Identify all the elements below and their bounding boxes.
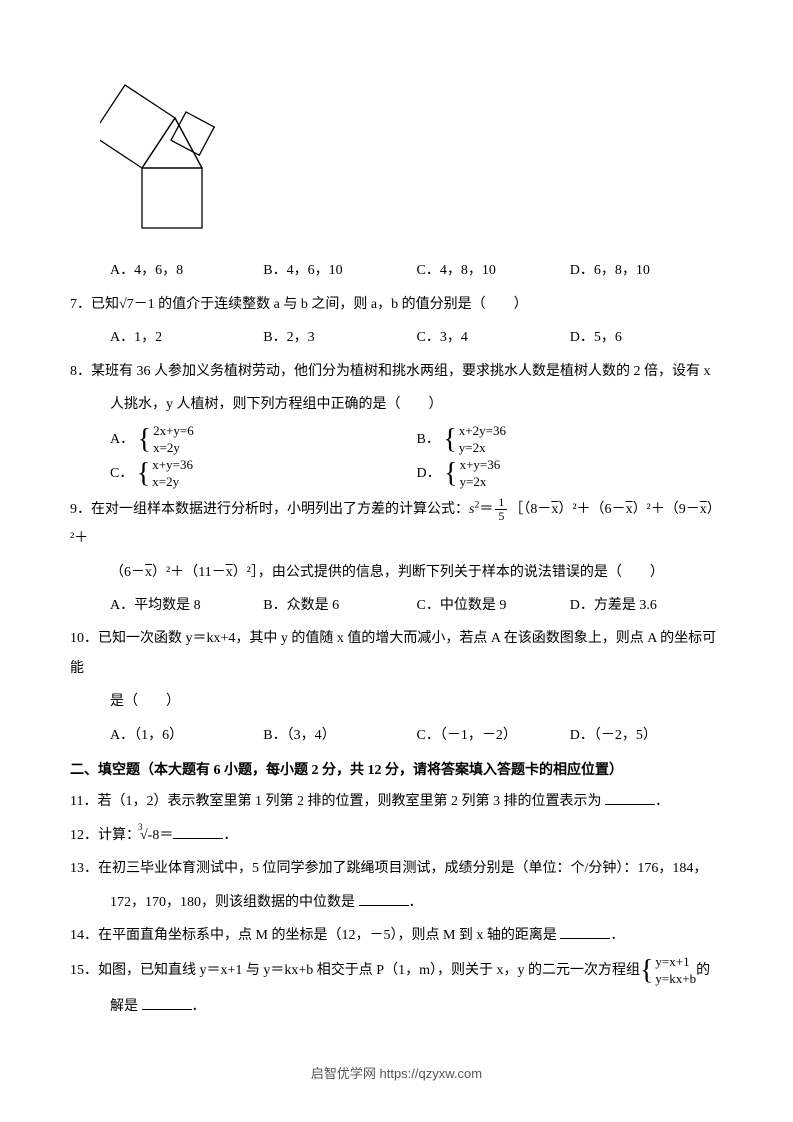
q8-d-label: D．: [417, 466, 441, 481]
q9-x2: x: [626, 495, 633, 524]
q6-options: A．4，6，8 B．4，6，10 C．4，8，10 D．6，8，10: [110, 256, 723, 285]
q8-b-eq2: y=2x: [459, 440, 506, 457]
q9-l2pre: （6－: [110, 565, 145, 580]
q8-opt-d: D． {x+y=36y=2x: [417, 457, 724, 491]
q15-pre: 15．如图，已知直线 y＝x+1 与 y＝kx+b 相交于点 P（1，m），则关…: [70, 963, 640, 978]
q11: 11．若（1，2）表示教室里第 1 列第 2 排的位置，则教室里第 2 列第 3…: [70, 787, 723, 816]
q9-eq: ＝: [479, 502, 493, 517]
q8-opt-a: A． {2x+y=6x=2y: [110, 423, 417, 457]
q9-p2: ）²＋（9－: [633, 502, 700, 517]
q9-p1: ）²＋（6－: [558, 502, 625, 517]
q7: 7．已知√7－1 的值介于连续整数 a 与 b 之间，则 a，b 的值分别是（ …: [70, 290, 723, 319]
q9-line1: 9．在对一组样本数据进行分析时，小明列出了方差的计算公式：s2＝15［（8－x）…: [70, 495, 723, 554]
q8-opt-b: B． {x+2y=36y=2x: [417, 423, 724, 457]
q6-opt-a: A．4，6，8: [110, 256, 263, 285]
q11-tail: ．: [655, 794, 669, 809]
q8-line1: 8．某班有 36 人参加义务植树劳动，他们分为植树和挑水两组，要求挑水人数是植树…: [70, 357, 723, 386]
pythagoras-diagram: [100, 80, 723, 241]
q10-opt-a: A．（1，6）: [110, 721, 263, 750]
q14-tail: ．: [610, 928, 624, 943]
section-2-heading: 二、填空题（本大题有 6 小题，每小题 2 分，共 12 分，请将答案填入答题卡…: [70, 756, 723, 785]
q7-opt-a: A．1，2: [110, 323, 263, 352]
q7-post: －1 的值介于连续整数 a 与 b 之间，则 a，b 的值分别是（ ）: [134, 297, 528, 312]
q15-l2: 解是: [110, 999, 142, 1014]
q6-opt-c: C．4，8，10: [417, 256, 570, 285]
q9-line2: （6－x）²＋（11－x）²］，由公式提供的信息，判断下列关于样本的说法错误的是…: [110, 558, 723, 587]
q9-options: A．平均数是 8 B．众数是 6 C．中位数是 9 D．方差是 3.6: [110, 591, 723, 620]
q10-line1: 10．已知一次函数 y＝kx+4，其中 y 的值随 x 值的增大而减小，若点 A…: [70, 624, 723, 683]
q8-options-row1: A． {2x+y=6x=2y B． {x+2y=36y=2x: [110, 423, 723, 457]
q9-frac-num: 1: [495, 496, 507, 510]
q15-line2: 解是 ．: [110, 992, 723, 1021]
q7-sqrt: √7: [119, 297, 134, 312]
q14-text: 14．在平面直角坐标系中，点 M 的坐标是（12，－5），则点 M 到 x 轴的…: [70, 928, 560, 943]
q9-frac-den: 5: [495, 510, 507, 523]
q8-a-label: A．: [110, 432, 134, 447]
q8-line2: 人挑水，y 人植树，则下列方程组中正确的是（ ）: [110, 390, 723, 419]
q9-b1: ［（8－: [509, 502, 551, 517]
q15-tail: ．: [192, 999, 206, 1014]
q8-b-eq1: x+2y=36: [459, 423, 506, 440]
q12: 12．计算：3√-8＝．: [70, 821, 723, 850]
q13-tail: ．: [409, 895, 423, 910]
q7-options: A．1，2 B．2，3 C．3，4 D．5，6: [110, 323, 723, 352]
q9-x4: x: [145, 558, 152, 587]
q8-options-row2: C． {x+y=36x=2y D． {x+y=36y=2x: [110, 457, 723, 491]
q9-l2mid: ）²＋（11－: [152, 565, 226, 580]
q9-pre: 9．在对一组样本数据进行分析时，小明列出了方差的计算公式：: [70, 502, 469, 517]
q7-opt-b: B．2，3: [263, 323, 416, 352]
q14: 14．在平面直角坐标系中，点 M 的坐标是（12，－5），则点 M 到 x 轴的…: [70, 921, 723, 950]
q12-eq: ＝: [159, 828, 173, 843]
q7-opt-d: D．5，6: [570, 323, 723, 352]
q8-c-eq1: x+y=36: [152, 457, 193, 474]
q8-d-eq1: x+y=36: [460, 457, 501, 474]
q9-opt-a: A．平均数是 8: [110, 591, 263, 620]
q9-opt-b: B．众数是 6: [263, 591, 416, 620]
q7-pre: 7．已知: [70, 297, 119, 312]
q15-eq2: y=kx+b: [655, 971, 696, 988]
q15-eq1: y=x+1: [655, 954, 696, 971]
q8-d-eq2: y=2x: [460, 474, 501, 491]
q8-b-label: B．: [417, 432, 440, 447]
q12-tail: ．: [223, 828, 237, 843]
q8-c-eq2: x=2y: [152, 474, 193, 491]
q15-post: 的: [696, 963, 710, 978]
q11-blank: [605, 791, 655, 805]
q9-opt-c: C．中位数是 9: [417, 591, 570, 620]
q8-a-eq2: x=2y: [153, 440, 194, 457]
q13-line1: 13．在初三毕业体育测试中，5 位同学参加了跳绳项目测试，成绩分别是（单位：个/…: [70, 854, 723, 883]
q11-text: 11．若（1，2）表示教室里第 1 列第 2 排的位置，则教室里第 2 列第 3…: [70, 794, 605, 809]
q9-x5: x: [226, 558, 233, 587]
q10-line2: 是（ ）: [110, 687, 723, 716]
q9-x3: x: [700, 495, 707, 524]
q10-options: A．（1，6） B．（3，4） C．（－1，－2） D．（－2，5）: [110, 721, 723, 750]
q12-root-idx: 3: [138, 818, 143, 837]
q14-blank: [560, 925, 610, 939]
q12-pre: 12．计算：: [70, 828, 140, 843]
q6-opt-b: B．4，6，10: [263, 256, 416, 285]
q9-opt-d: D．方差是 3.6: [570, 591, 723, 620]
q15-line1: 15．如图，已知直线 y＝x+1 与 y＝kx+b 相交于点 P（1，m），则关…: [70, 954, 723, 988]
q12-blank: [173, 825, 223, 839]
q13-l2: 172，170，180，则该组数据的中位数是: [110, 895, 359, 910]
q10-opt-b: B．（3，4）: [263, 721, 416, 750]
q10-opt-c: C．（－1，－2）: [417, 721, 570, 750]
q15-blank: [142, 996, 192, 1010]
q7-opt-c: C．3，4: [417, 323, 570, 352]
page-footer: 启智优学网 https://qzyxw.com: [0, 1060, 793, 1087]
q8-opt-c: C． {x+y=36x=2y: [110, 457, 417, 491]
q6-opt-d: D．6，8，10: [570, 256, 723, 285]
q13-blank: [359, 892, 409, 906]
q8-a-eq1: 2x+y=6: [153, 423, 194, 440]
q8-c-label: C．: [110, 466, 133, 481]
q13-line2: 172，170，180，则该组数据的中位数是 ．: [110, 888, 723, 917]
q9-l2post: ）²］，由公式提供的信息，判断下列关于样本的说法错误的是（ ）: [233, 565, 664, 580]
q10-opt-d: D．（－2，5）: [570, 721, 723, 750]
